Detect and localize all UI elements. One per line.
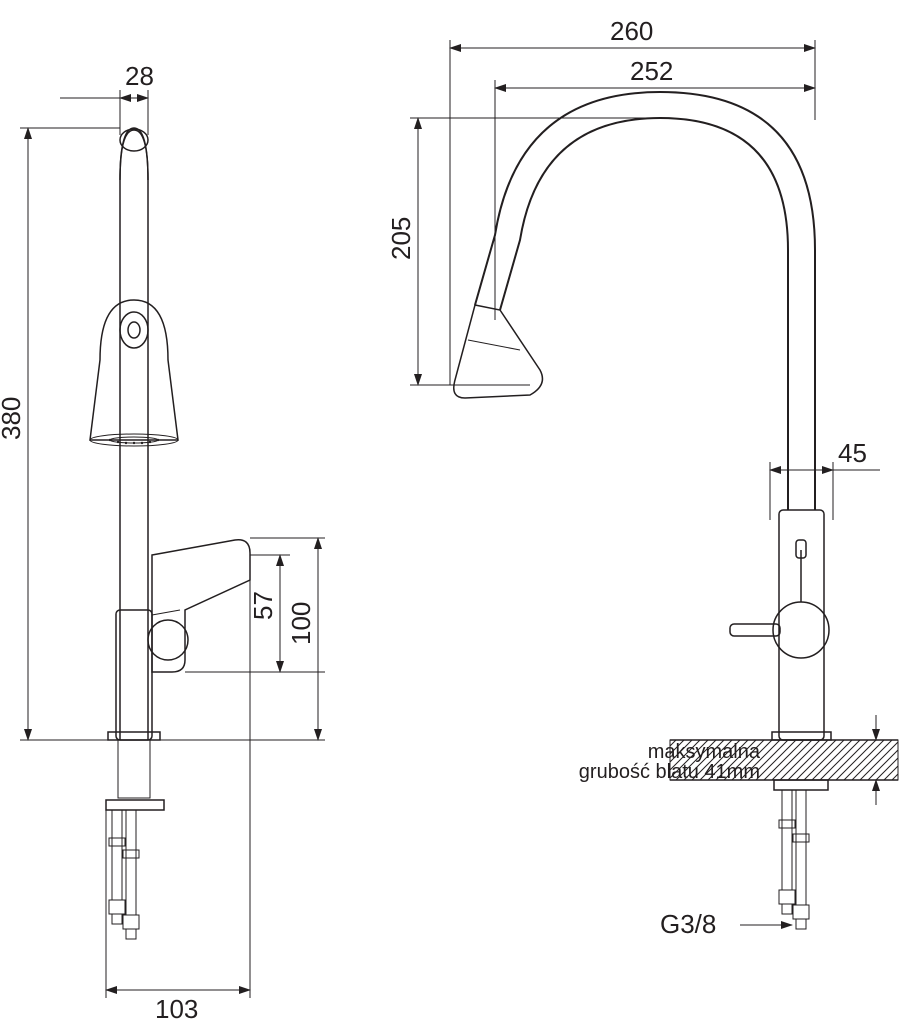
dim-28: 28 xyxy=(125,61,154,91)
dim-100: 100 xyxy=(286,602,316,645)
dim-57: 57 xyxy=(248,591,278,620)
note-line1: maksymalna xyxy=(648,741,761,763)
right-view: 260 252 205 45 xyxy=(386,16,898,939)
dim-252: 252 xyxy=(630,56,673,86)
handle-body-left xyxy=(116,540,250,740)
gooseneck xyxy=(454,92,815,510)
spray-head-front xyxy=(90,300,178,446)
dim-45: 45 xyxy=(838,438,867,468)
technical-drawing: 380 28 xyxy=(0,0,902,1024)
hoses-left xyxy=(109,810,139,939)
threaded-shank-left xyxy=(106,740,164,810)
note-line2: grubość blatu 41mm xyxy=(579,761,760,783)
faucet-body-right xyxy=(730,510,829,740)
dim-380: 380 xyxy=(0,397,26,440)
dim-205: 205 xyxy=(386,217,416,260)
dim-103: 103 xyxy=(155,994,198,1024)
left-view: 380 28 xyxy=(0,61,325,1024)
hoses-right xyxy=(779,790,809,929)
dim-260: 260 xyxy=(610,16,653,46)
dim-g38: G3/8 xyxy=(660,909,716,939)
